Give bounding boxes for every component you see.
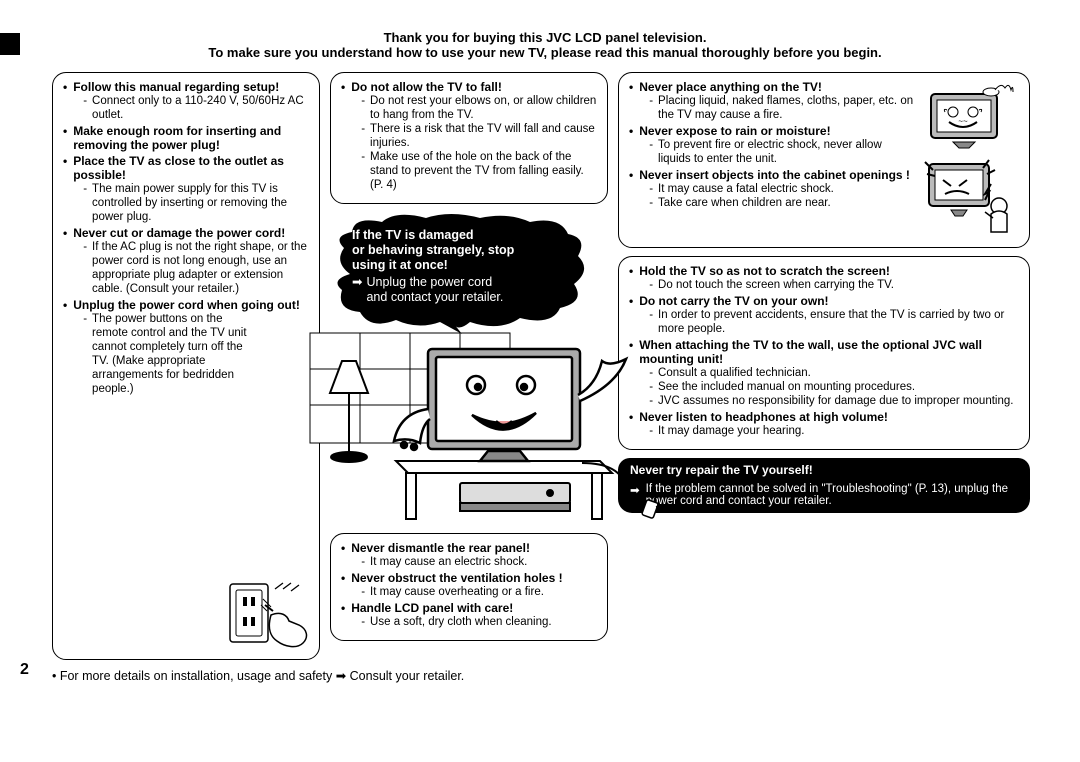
c3m-h2: When attaching the TV to the wall, use t… xyxy=(639,338,982,366)
header-line2: To make sure you understand how to use y… xyxy=(52,45,1038,60)
c1-s4-0: The power buttons on the remote control … xyxy=(92,312,252,396)
col2-top-box: Do not allow the TV to fall! Do not rest… xyxy=(330,72,608,204)
c2t-s0: Do not rest your elbows on, or allow chi… xyxy=(370,94,597,122)
c3m-s00: Do not touch the screen when carrying th… xyxy=(658,278,894,292)
c2t-s2: Make use of the hole on the back of the … xyxy=(370,150,597,192)
outlet-plug-illustration xyxy=(227,581,313,653)
page-tab xyxy=(0,33,20,55)
col2-bottom-box: Never dismantle the rear panel! It may c… xyxy=(330,533,608,641)
c2t-h0: Do not allow the TV to fall! xyxy=(351,80,502,94)
c3m-h3: Never listen to headphones at high volum… xyxy=(639,410,888,424)
tv-shock-illustration xyxy=(923,156,1015,238)
c2t-s1: There is a risk that the TV will fall an… xyxy=(370,122,597,150)
column-2: Do not allow the TV to fall! Do not rest… xyxy=(330,72,608,641)
c3t-s00: Placing liquid, naked flames, cloths, pa… xyxy=(658,94,917,122)
column-1-box: Follow this manual regarding setup! Conn… xyxy=(52,72,320,660)
c1-s3-0: If the AC plug is not the right shape, o… xyxy=(92,240,309,296)
c1-h3: Never cut or damage the power cord! xyxy=(73,226,285,240)
c2b-s1: It may cause overheating or a fire. xyxy=(370,585,544,599)
warning-speech-bubble: If the TV is damaged or behaving strange… xyxy=(330,214,608,323)
c3t-s10: To prevent fire or electric shock, never… xyxy=(658,138,917,166)
footer-note: • For more details on installation, usag… xyxy=(52,668,1038,683)
c2b-h2: Handle LCD panel with care! xyxy=(351,601,513,615)
c3m-s30: It may damage your hearing. xyxy=(658,424,804,438)
col3-mid-box: Hold the TV so as not to scratch the scr… xyxy=(618,256,1030,450)
header-line1: Thank you for buying this JVC LCD panel … xyxy=(52,30,1038,45)
c1-s2-0: The main power supply for this TV is con… xyxy=(92,182,309,224)
speech-l5: and contact your retailer. xyxy=(366,290,503,304)
c3m-h1: Do not carry the TV on your own! xyxy=(639,294,828,308)
c2b-h1: Never obstruct the ventilation holes ! xyxy=(351,571,562,585)
tv-fire-illustration: ~~ xyxy=(923,80,1015,152)
repair-title: Never try repair the TV yourself! xyxy=(618,458,1030,482)
c3m-h0: Hold the TV so as not to scratch the scr… xyxy=(639,264,890,278)
warning-illustrations: ~~ xyxy=(923,80,1019,238)
c1-h2: Place the TV as close to the outlet as p… xyxy=(73,154,284,182)
speech-l3: using it at once! xyxy=(352,258,560,273)
speech-l2: or behaving strangely, stop xyxy=(352,243,560,258)
c1-s0-0: Connect only to a 110-240 V, 50/60Hz AC … xyxy=(92,94,309,122)
c3t-h2: Never insert objects into the cabinet op… xyxy=(639,168,910,182)
speech-l4: Unplug the power cord xyxy=(366,275,492,289)
repair-warning-box: Never try repair the TV yourself! If the… xyxy=(618,458,1030,513)
content-columns: Follow this manual regarding setup! Conn… xyxy=(52,72,1038,660)
c3m-s22: JVC assumes no responsibility for damage… xyxy=(658,394,1013,408)
c3m-s10: In order to prevent accidents, ensure th… xyxy=(658,308,1019,336)
c2b-h0: Never dismantle the rear panel! xyxy=(351,541,530,555)
c1-h1: Make enough room for inserting and remov… xyxy=(73,124,281,152)
c3t-s21: Take care when children are near. xyxy=(658,196,831,210)
column-3: Never place anything on the TV! Placing … xyxy=(618,72,1030,513)
svg-text:~~: ~~ xyxy=(958,117,968,126)
repair-line: If the problem cannot be solved in "Trou… xyxy=(646,483,1018,507)
page-header: Thank you for buying this JVC LCD panel … xyxy=(52,30,1038,60)
c3t-h0: Never place anything on the TV! xyxy=(639,80,822,94)
c1-h4: Unplug the power cord when going out! xyxy=(73,298,300,312)
page-number: 2 xyxy=(20,661,29,679)
c3t-s20: It may cause a fatal electric shock. xyxy=(658,182,834,196)
col1-list: Follow this manual regarding setup! Conn… xyxy=(63,80,309,396)
c2b-s2: Use a soft, dry cloth when cleaning. xyxy=(370,615,552,629)
c1-h0: Follow this manual regarding setup! xyxy=(73,80,279,94)
c3t-h1: Never expose to rain or moisture! xyxy=(639,124,830,138)
c2b-s0: It may cause an electric shock. xyxy=(370,555,527,569)
col3-top-box: Never place anything on the TV! Placing … xyxy=(618,72,1030,248)
tv-character-illustration xyxy=(300,323,660,531)
c3m-s21: See the included manual on mounting proc… xyxy=(658,380,915,394)
c3m-s20: Consult a qualified technician. xyxy=(658,366,811,380)
speech-l1: If the TV is damaged xyxy=(352,228,560,243)
manual-page: Thank you for buying this JVC LCD panel … xyxy=(0,0,1080,693)
